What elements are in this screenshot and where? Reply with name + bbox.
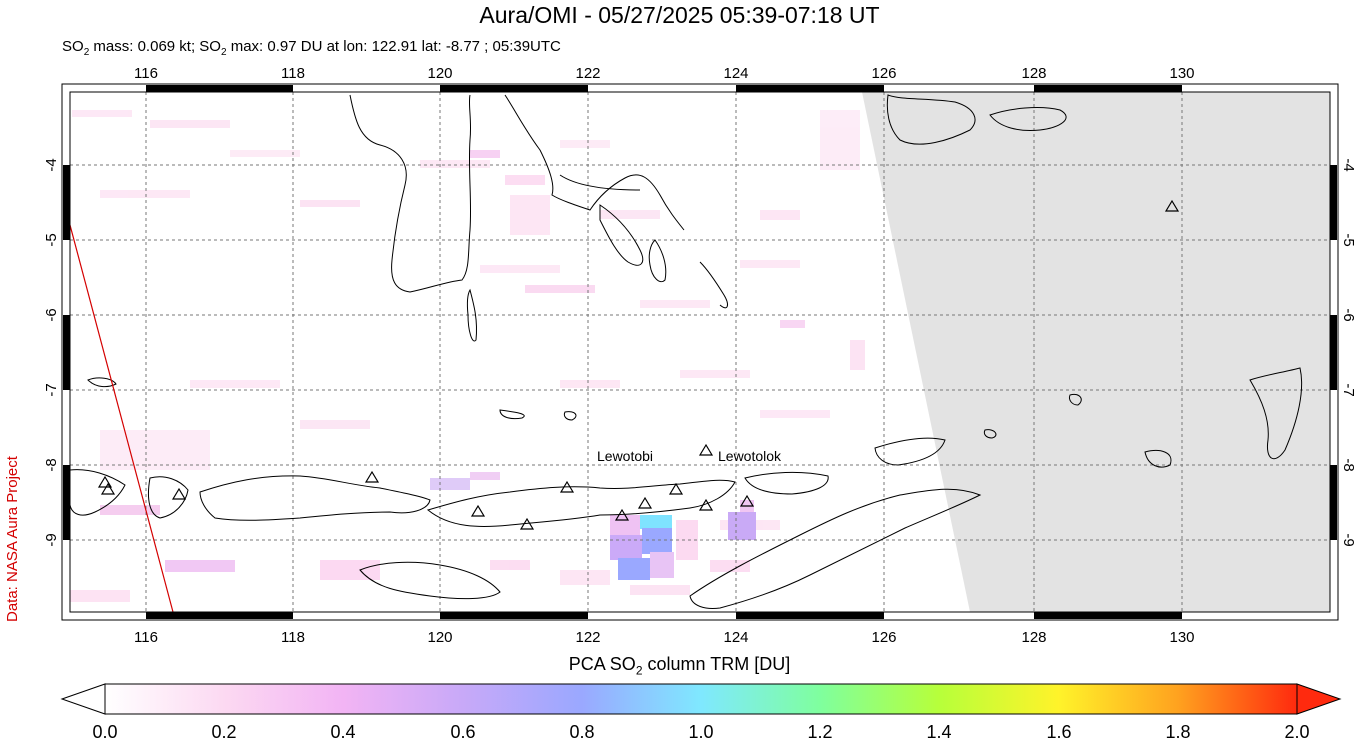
svg-text:-5: -5 [1340, 233, 1357, 246]
volcano-markers [97, 199, 1180, 530]
colorbar-max-arrow [1296, 683, 1342, 715]
svg-text:118: 118 [281, 629, 305, 646]
svg-text:130: 130 [1169, 65, 1194, 82]
so2-plume [610, 500, 756, 580]
colorbar-tick: 0.4 [330, 722, 356, 742]
svg-text:120: 120 [427, 629, 452, 646]
svg-text:-9: -9 [43, 533, 60, 546]
svg-text:122: 122 [575, 629, 600, 646]
colorbar-tick: 0.8 [569, 722, 595, 742]
svg-text:-6: -6 [43, 308, 60, 321]
lon-labels-top: 116 118 120 122 124 126 128 130 [134, 65, 1194, 82]
volcano-triangle [364, 470, 380, 483]
colorbar-tick: 1.6 [1046, 722, 1072, 742]
so2-pixels [70, 110, 865, 602]
so2-summary: SO2 mass: 0.069 kt; SO2 max: 0.97 DU at … [62, 38, 561, 58]
colorbar-gradient [104, 683, 1298, 715]
volcano-label-lewotolok: Lewotolok [718, 448, 782, 464]
svg-text:-5: -5 [43, 233, 60, 246]
svg-text:120: 120 [427, 65, 452, 82]
volcano-triangle [171, 487, 187, 500]
colorbar-label: PCA SO2 column TRM [DU] [568, 654, 791, 678]
volcano-triangle [739, 494, 755, 507]
svg-text:-7: -7 [1340, 383, 1357, 396]
svg-text:126: 126 [871, 65, 896, 82]
svg-text:130: 130 [1169, 629, 1194, 646]
svg-text:-8: -8 [1340, 458, 1357, 471]
volcano-triangle [470, 504, 486, 517]
svg-text:-8: -8 [43, 458, 60, 471]
svg-text:124: 124 [723, 629, 748, 646]
svg-text:-4: -4 [43, 158, 60, 171]
colorbar-tick: 0.6 [450, 722, 476, 742]
lat-labels-right: -4 -5 -6 -7 -8 -9 [1340, 158, 1357, 546]
frame-ticks [63, 85, 1337, 619]
svg-text:128: 128 [1021, 629, 1046, 646]
volcano-triangle [614, 508, 630, 521]
colorbar [60, 683, 1342, 715]
no-data-region [862, 92, 1330, 612]
volcano-triangle [519, 517, 535, 530]
volcano-label-lewotobi: Lewotobi [597, 448, 653, 464]
orbit-edge-line [70, 224, 174, 612]
lon-labels-bottom: 116 118 120 122 124 126 128 130 [134, 629, 1194, 646]
colorbar-tick: 1.0 [688, 722, 714, 742]
svg-text:128: 128 [1021, 65, 1046, 82]
volcano-triangle [637, 496, 653, 509]
svg-text:116: 116 [134, 65, 158, 82]
graticule [70, 92, 1330, 612]
volcano-triangle [559, 480, 575, 493]
coastlines [70, 94, 1303, 609]
colorbar-tick: 2.0 [1284, 722, 1310, 742]
map-frame-outer [61, 83, 1339, 621]
svg-text:124: 124 [723, 65, 748, 82]
svg-text:-4: -4 [1340, 158, 1357, 171]
volcano-triangle [698, 498, 714, 511]
volcano-triangle [97, 475, 113, 488]
colorbar-tick: 1.2 [807, 722, 833, 742]
lat-labels-left: -4 -5 -6 -7 -8 -9 [43, 158, 60, 546]
svg-text:122: 122 [575, 65, 600, 82]
svg-text:126: 126 [871, 629, 896, 646]
colorbar-tick: 1.4 [926, 722, 952, 742]
map-title: Aura/OMI - 05/27/2025 05:39-07:18 UT [479, 2, 880, 28]
volcano-triangle [668, 482, 684, 495]
volcano-triangle [100, 482, 116, 495]
colorbar-tick: 1.8 [1165, 722, 1191, 742]
svg-text:118: 118 [281, 65, 305, 82]
colorbar-tick: 0.2 [211, 722, 237, 742]
volcano-triangle [1164, 199, 1180, 212]
colorbar-min-arrow [60, 683, 106, 715]
svg-text:-9: -9 [1340, 533, 1357, 546]
volcano-lewotolok-triangle [698, 443, 714, 456]
svg-text:-7: -7 [43, 383, 60, 396]
svg-text:-6: -6 [1340, 308, 1357, 321]
svg-text:116: 116 [134, 629, 158, 646]
colorbar-tick: 0.0 [92, 722, 118, 742]
